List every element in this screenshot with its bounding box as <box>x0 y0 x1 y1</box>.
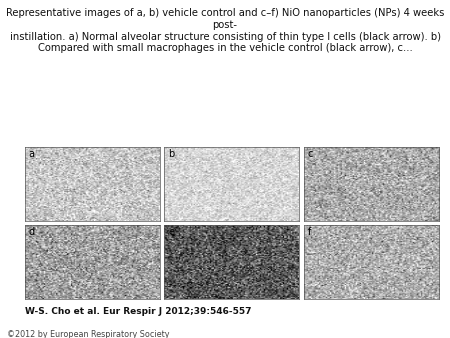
Text: a: a <box>29 149 35 159</box>
Text: c: c <box>308 149 313 159</box>
Text: W-S. Cho et al. Eur Respir J 2012;39:546-557: W-S. Cho et al. Eur Respir J 2012;39:546… <box>25 307 251 316</box>
Text: d: d <box>29 227 35 237</box>
Text: Representative images of a, b) vehicle control and c–f) NiO nanoparticles (NPs) : Representative images of a, b) vehicle c… <box>6 8 444 53</box>
Text: f: f <box>308 227 311 237</box>
Text: ©2012 by European Respiratory Society: ©2012 by European Respiratory Society <box>7 330 169 338</box>
Text: b: b <box>168 149 175 159</box>
Text: e: e <box>168 227 174 237</box>
